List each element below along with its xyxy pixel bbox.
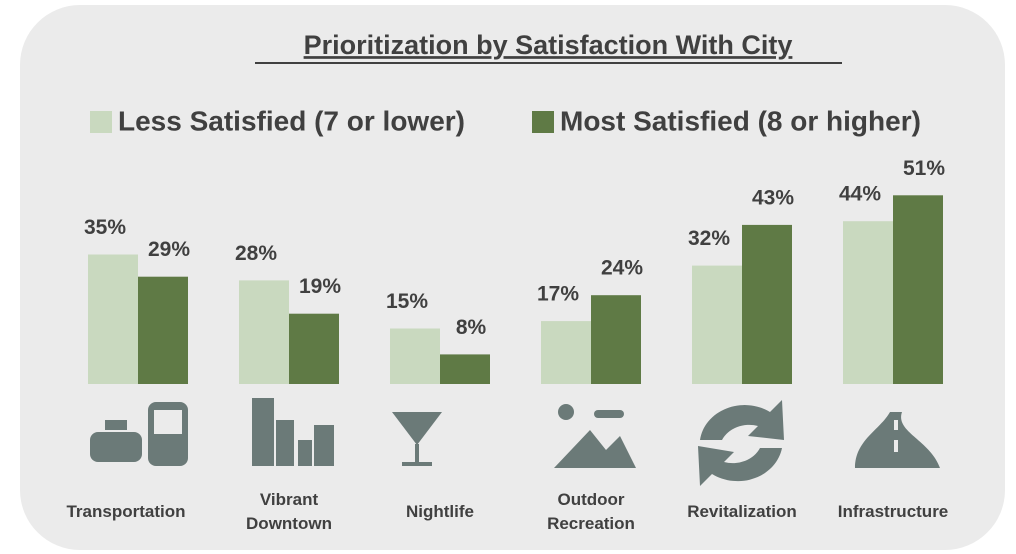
bar (88, 254, 138, 384)
bar (239, 280, 289, 384)
bar (541, 321, 591, 384)
category-label: Revitalization (687, 502, 797, 521)
value-label: 15% (386, 290, 428, 313)
chart-title: Prioritization by Satisfaction With City (304, 30, 793, 60)
bar (390, 328, 440, 384)
value-label: 8% (456, 316, 487, 339)
bar (591, 295, 641, 384)
category-label: Nightlife (406, 502, 474, 521)
category-label: Transportation (66, 502, 186, 521)
value-label: 29% (148, 238, 190, 261)
value-label: 43% (752, 186, 794, 209)
value-label: 19% (299, 275, 341, 298)
value-label: 32% (688, 227, 730, 250)
bar (843, 221, 893, 384)
legend-swatch (90, 111, 112, 133)
legend-label: Most Satisfied (8 or higher) (560, 105, 921, 136)
bar (893, 195, 943, 384)
legend-label: Less Satisfied (7 or lower) (118, 105, 465, 136)
value-label: 51% (903, 157, 945, 180)
value-label: 44% (839, 183, 881, 206)
bar (742, 224, 792, 384)
icons (90, 398, 940, 486)
legend-swatch (532, 111, 554, 133)
value-label: 24% (601, 257, 643, 280)
bar (692, 265, 742, 384)
category-label: Outdoor Recreation (547, 490, 635, 533)
category-label: Vibrant Downtown (246, 490, 332, 533)
category-label: Infrastructure (837, 502, 949, 521)
bar (440, 354, 490, 384)
value-label: 17% (537, 283, 579, 306)
value-label: 35% (84, 216, 126, 239)
value-label: 28% (235, 242, 277, 265)
bar (138, 276, 188, 384)
bar (289, 313, 339, 384)
